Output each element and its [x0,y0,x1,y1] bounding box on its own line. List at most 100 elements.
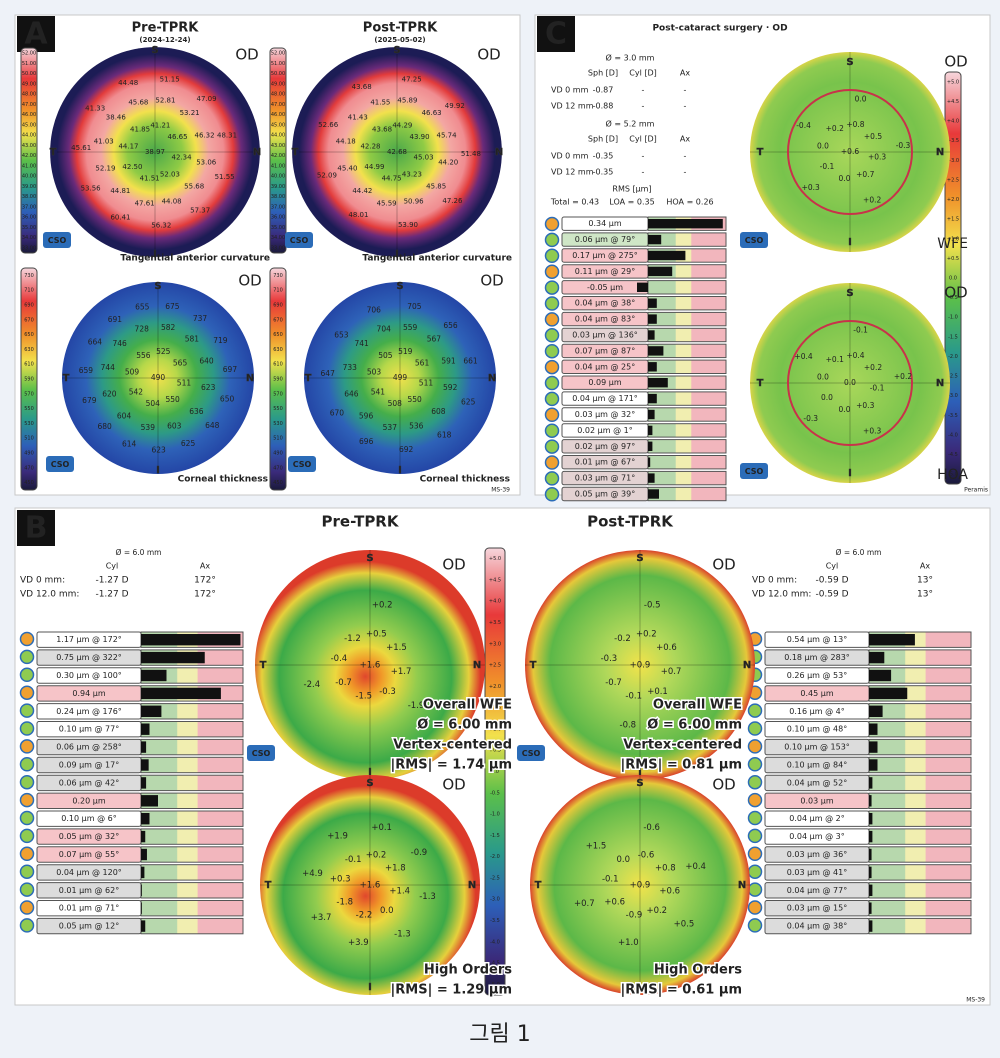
zernike-bar [648,266,673,277]
orientation-label: I [848,237,852,248]
map-value: 44.99 [364,163,384,171]
zernike-bar-bg [647,296,727,311]
map-value: 42.34 [171,153,192,161]
eye-label: OD [238,272,261,290]
table-cell: - [642,168,645,177]
orientation-label: T [305,373,312,384]
scale-label: 42.00 [22,153,36,159]
device-label: MS-39 [966,997,985,1004]
map-caption: Tangential anterior curvature [362,254,512,264]
color-scale [269,47,287,254]
map-value: +0.2 [826,124,844,133]
zernike-bar [648,425,653,436]
zernike-icon [19,649,35,665]
zernike-icon [544,343,560,359]
zernike-icon [544,359,560,375]
logo [46,456,74,472]
zernike-bar-bg [868,756,972,774]
orientation-label: S [366,553,373,564]
map-value: +0.4 [846,351,864,360]
orientation-label: S [846,288,853,299]
map-value: 50.96 [404,198,425,206]
map-value: 41.51 [140,175,160,183]
scale-label: -5.0 [948,472,958,478]
map-note: Overall WFE [653,698,742,713]
map-value: 591 [441,357,456,366]
zernike-bar-bg [868,882,972,899]
scale-label: +2.0 [489,684,501,690]
zernike-label: 0.05 μm @ 32° [59,832,120,841]
map-value: 51.48 [461,150,481,158]
zernike-label: 0.04 μm @ 3° [789,832,844,841]
zernike-bar [141,920,146,932]
scale-label: 43.00 [22,143,36,149]
table-cell: - [684,152,687,161]
map-value: +0.3 [868,152,886,161]
zernike-icon [544,407,560,423]
table-header: Ax [920,562,930,571]
map [299,54,495,250]
zernike-bar [869,795,872,807]
logo-text: CSO [48,236,67,245]
map-value: +0.9 [630,661,651,671]
map [750,52,950,252]
table-header: Ax [680,135,690,144]
scale-label: +2.0 [947,197,959,203]
map-note: Overall WFE [423,698,512,713]
map-value: 648 [205,421,220,430]
map-value: 41.21 [150,121,170,129]
map-value: 706 [367,306,382,315]
orientation-label: S [151,45,158,56]
table-diameter: Ø = 6.0 mm [836,548,882,557]
map-value: 625 [181,439,196,448]
map-value: 44.48 [118,79,138,87]
zernike-bar [648,314,657,324]
zernike-icon [747,864,763,879]
zernike-icon [747,721,763,736]
orientation-label: S [366,778,373,789]
scale-label: 40.00 [22,174,36,180]
rms-title: RMS [μm] [612,185,651,194]
map-value: 43.68 [352,83,372,91]
zernike-label: 0.75 μm @ 322° [56,653,122,662]
map-value: 53.56 [81,184,102,192]
zernike-bar-bg [140,882,244,899]
zernike-bar-bg [140,900,244,917]
map-value: 509 [125,368,140,377]
map-value: 47.61 [135,199,155,207]
map-value: 705 [407,302,422,311]
map-value: 596 [359,411,374,420]
zernike-icon [747,846,763,862]
map-value: 646 [344,389,359,398]
map-value: -0.9 [411,848,428,858]
table-header: Cyl [826,562,839,571]
eye-label: OD [944,53,967,71]
zernike-label: 0.03 μm @ 36° [787,850,848,859]
scale-label: 35.00 [22,225,36,231]
scale-label: -3.0 [948,393,958,399]
map-value: -1.9 [408,701,425,711]
zernike-label: 0.01 μm @ 62° [59,886,120,895]
table-cell: -0.59 D [815,590,848,600]
map-value: 550 [165,395,180,404]
table-header: Sph [D] [588,135,618,144]
map-value: 44.20 [438,158,458,166]
map-value: 499 [393,373,408,382]
map-value: +0.6 [656,643,677,653]
table-header: Cyl [106,562,119,571]
orientation-label: I [368,767,372,778]
zernike-bar [141,687,221,700]
map-value: +0.7 [574,899,595,909]
logo-text: CSO [293,460,312,469]
zernike-bar [648,393,657,404]
table-cell: -0.35 [593,152,614,161]
map-value: +0.3 [856,401,874,410]
map-value: +0.6 [604,897,625,907]
map-value: 46.65 [168,133,188,141]
zernike-bar-bg [140,738,244,756]
zernike-bar [141,723,150,735]
scale-label: 49.00 [22,81,36,87]
zernike-icon [19,703,35,718]
scale-label: 33.00 [22,245,36,251]
zernike-icon [544,375,560,391]
